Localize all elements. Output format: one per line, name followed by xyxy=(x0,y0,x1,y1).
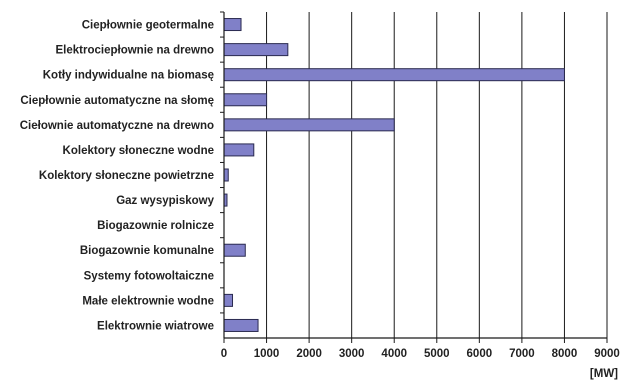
bar xyxy=(223,318,259,332)
bar xyxy=(223,293,234,307)
category-label: Elektrownie wiatrowe xyxy=(97,320,214,332)
x-tick-label: 8000 xyxy=(552,348,578,360)
x-tick-label: 2000 xyxy=(296,348,322,360)
tick-labels: 0 1000 2000 3000 4000 5000 6000 7000 8000 9000 xyxy=(221,348,620,360)
x-tick-label: 5000 xyxy=(424,348,450,360)
bar xyxy=(223,43,289,57)
category-label: Kolektory słoneczne powietrzne xyxy=(39,170,214,182)
x-axis-unit-label: [MW] xyxy=(590,368,618,380)
category-label: Systemy fotowoltaiczne xyxy=(84,270,214,282)
bar xyxy=(223,93,268,107)
x-tick-label: 0 xyxy=(221,348,227,360)
category-label: Małe elektrownie wodne xyxy=(82,295,214,307)
bar xyxy=(223,143,255,157)
x-tick-label: 3000 xyxy=(339,348,365,360)
x-tick-label: 4000 xyxy=(381,348,407,360)
x-tick-label: 1000 xyxy=(254,348,280,360)
category-label: Gaz wysypiskowy xyxy=(116,195,214,207)
category-label: Elektrociepłownie na drewno xyxy=(56,45,214,57)
category-label: Biogazownie rolnicze xyxy=(97,220,214,232)
bar xyxy=(223,18,242,32)
grid-lines xyxy=(266,12,608,338)
category-label: Kolektory słoneczne wodne xyxy=(63,145,214,157)
axes xyxy=(220,11,608,343)
category-label: Kotły indywidualne na biomasę xyxy=(43,70,214,82)
category-label: Ciepłownie geotermalne xyxy=(82,20,214,32)
x-tick-label: 6000 xyxy=(467,348,493,360)
category-label: Ciełownie automatyczne na drewno xyxy=(20,120,214,132)
bar xyxy=(223,243,246,257)
bar xyxy=(223,168,229,182)
x-tick-label: 9000 xyxy=(594,348,620,360)
x-tick-label: 7000 xyxy=(509,348,535,360)
category-labels: Ciepłownie geotermalne Elektrociepłownie … xyxy=(20,20,215,333)
category-label: Biogazownie komunalne xyxy=(80,245,214,257)
bar xyxy=(223,68,565,82)
category-label: Ciepłownie automatyczne na słomę xyxy=(20,95,214,107)
bar xyxy=(223,118,395,132)
